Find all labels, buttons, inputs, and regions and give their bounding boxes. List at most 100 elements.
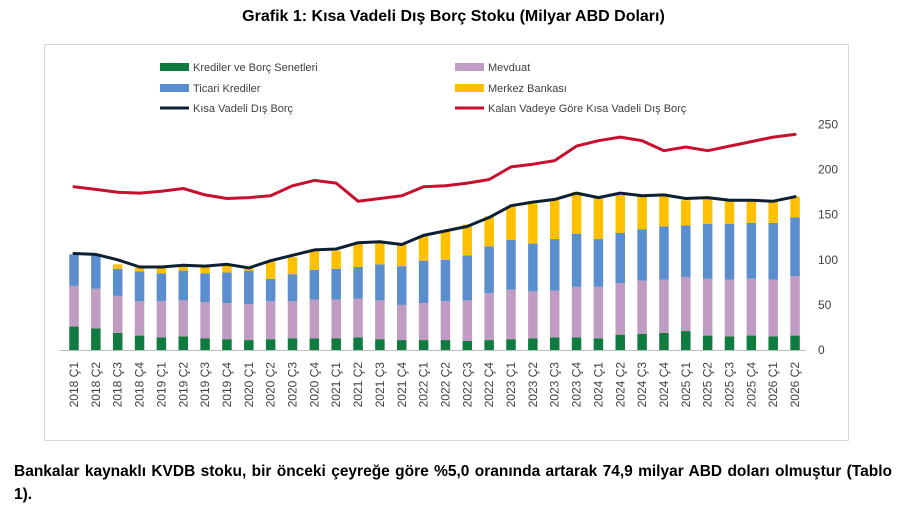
bar-3-23	[571, 192, 582, 234]
bar-3-18	[462, 224, 473, 256]
bar-1-5	[178, 300, 188, 337]
x-tick-label-20: 2023 Ç1	[504, 362, 518, 408]
bar-0-13	[353, 337, 363, 350]
bar-1-9	[265, 301, 276, 340]
bar-2-18	[462, 255, 473, 301]
y-tick-label-3: 150	[818, 208, 838, 222]
bar-0-16	[418, 340, 429, 350]
chart-title: Grafik 1: Kısa Vadeli Dış Borç Stoku (Mi…	[242, 8, 665, 25]
bar-3-10	[287, 257, 298, 275]
bar-1-18	[462, 300, 473, 341]
bar-1-14	[375, 300, 385, 340]
bar-2-26	[637, 229, 647, 281]
bar-2-11	[309, 269, 320, 300]
x-tick-label-28: 2025 Ç1	[679, 362, 693, 408]
bar-3-30	[724, 201, 735, 224]
legend-label-5: Kalan Vadeye Göre Kısa Vadeli Dış Borç	[488, 103, 687, 115]
bar-2-12	[331, 268, 341, 300]
x-tick-label-30: 2025 Ç3	[723, 362, 737, 408]
bar-0-23	[571, 337, 582, 350]
y-tick-label-5: 250	[818, 118, 838, 132]
bar-0-7	[222, 339, 232, 350]
bar-0-19	[484, 340, 494, 350]
bar-1-12	[331, 299, 341, 339]
bar-1-23	[571, 286, 582, 338]
bar-1-25	[615, 283, 625, 335]
bar-1-8	[244, 303, 254, 341]
bar-1-2	[112, 295, 123, 333]
x-tick-label-7: 2019 Ç4	[220, 362, 234, 408]
bar-2-4	[156, 273, 167, 302]
bar-2-14	[375, 264, 385, 301]
bar-3-25	[615, 194, 625, 233]
bar-3-13	[353, 243, 363, 268]
legend-label-1: Mevduat	[488, 62, 530, 74]
x-tick-label-21: 2023 Ç2	[526, 362, 540, 408]
bar-3-14	[375, 241, 385, 265]
bar-1-22	[549, 290, 560, 338]
x-tick-label-6: 2019 Ç3	[198, 362, 212, 408]
x-tick-label-10: 2020 Ç3	[286, 362, 300, 408]
x-tick-label-33: 2026 Ç2	[788, 362, 802, 408]
bar-1-17	[440, 301, 451, 341]
x-tick-label-29: 2025 Ç2	[701, 362, 715, 408]
bar-3-32	[768, 200, 778, 223]
bar-3-27	[659, 195, 669, 227]
legend-label-0: Krediler ve Borç Senetleri	[193, 62, 318, 74]
bar-2-16	[418, 260, 429, 304]
bar-0-32	[768, 336, 778, 350]
bar-0-28	[681, 331, 691, 350]
bar-2-5	[178, 270, 188, 301]
bar-3-21	[528, 203, 538, 244]
bar-2-13	[353, 267, 363, 299]
bar-0-12	[331, 338, 341, 350]
bar-0-29	[702, 335, 713, 350]
bar-layer	[69, 192, 800, 350]
x-tick-label-5: 2019 Ç2	[176, 362, 190, 408]
x-tick-label-12: 2021 Ç1	[329, 362, 343, 408]
legend-label-4: Kısa Vadeli Dış Borç	[193, 103, 294, 115]
bar-0-10	[287, 338, 298, 350]
bar-1-6	[200, 302, 210, 339]
bar-3-3	[134, 267, 145, 272]
bar-2-7	[222, 272, 232, 304]
bar-2-2	[112, 268, 123, 296]
bar-1-24	[593, 286, 604, 339]
bar-0-6	[200, 338, 210, 350]
bar-3-24	[593, 196, 604, 240]
x-tick-label-19: 2022 Ç4	[482, 362, 496, 408]
x-axis: 2018 Ç1 2018 Ç2 2018 Ç3 2018 Ç4 2019 Ç1 2019 …	[60, 350, 806, 408]
x-tick-label-1: 2018 Ç2	[89, 362, 103, 408]
bar-1-30	[724, 279, 735, 337]
bar-0-24	[593, 338, 604, 350]
bar-0-26	[637, 333, 647, 350]
bar-3-4	[156, 267, 167, 274]
x-tick-label-32: 2026 Ç1	[766, 362, 780, 408]
bar-3-20	[506, 206, 516, 240]
bar-3-28	[681, 200, 691, 226]
bar-0-30	[724, 336, 735, 350]
bar-1-16	[418, 303, 429, 341]
bar-1-13	[353, 298, 363, 338]
bar-0-4	[156, 337, 167, 350]
bar-3-29	[702, 198, 713, 224]
bar-3-11	[309, 250, 320, 270]
bar-2-23	[571, 233, 582, 287]
bar-0-2	[112, 332, 123, 350]
bar-2-30	[724, 223, 735, 280]
bar-3-17	[440, 230, 451, 260]
x-tick-label-3: 2018 Ç4	[133, 362, 147, 408]
bar-1-15	[397, 304, 407, 341]
bar-3-5	[178, 266, 188, 271]
bar-0-14	[375, 339, 385, 350]
legend-swatch-0	[160, 63, 189, 71]
bar-0-8	[244, 340, 254, 350]
line-series-1	[72, 132, 797, 203]
x-tick-label-14: 2021 Ç3	[373, 362, 387, 408]
legend-swatch-2	[160, 84, 189, 92]
bar-3-16	[418, 236, 429, 261]
bar-2-25	[615, 232, 625, 284]
x-tick-label-4: 2019 Ç1	[154, 362, 168, 408]
bar-1-28	[681, 276, 691, 332]
x-tick-label-27: 2024 Ç4	[657, 362, 671, 408]
